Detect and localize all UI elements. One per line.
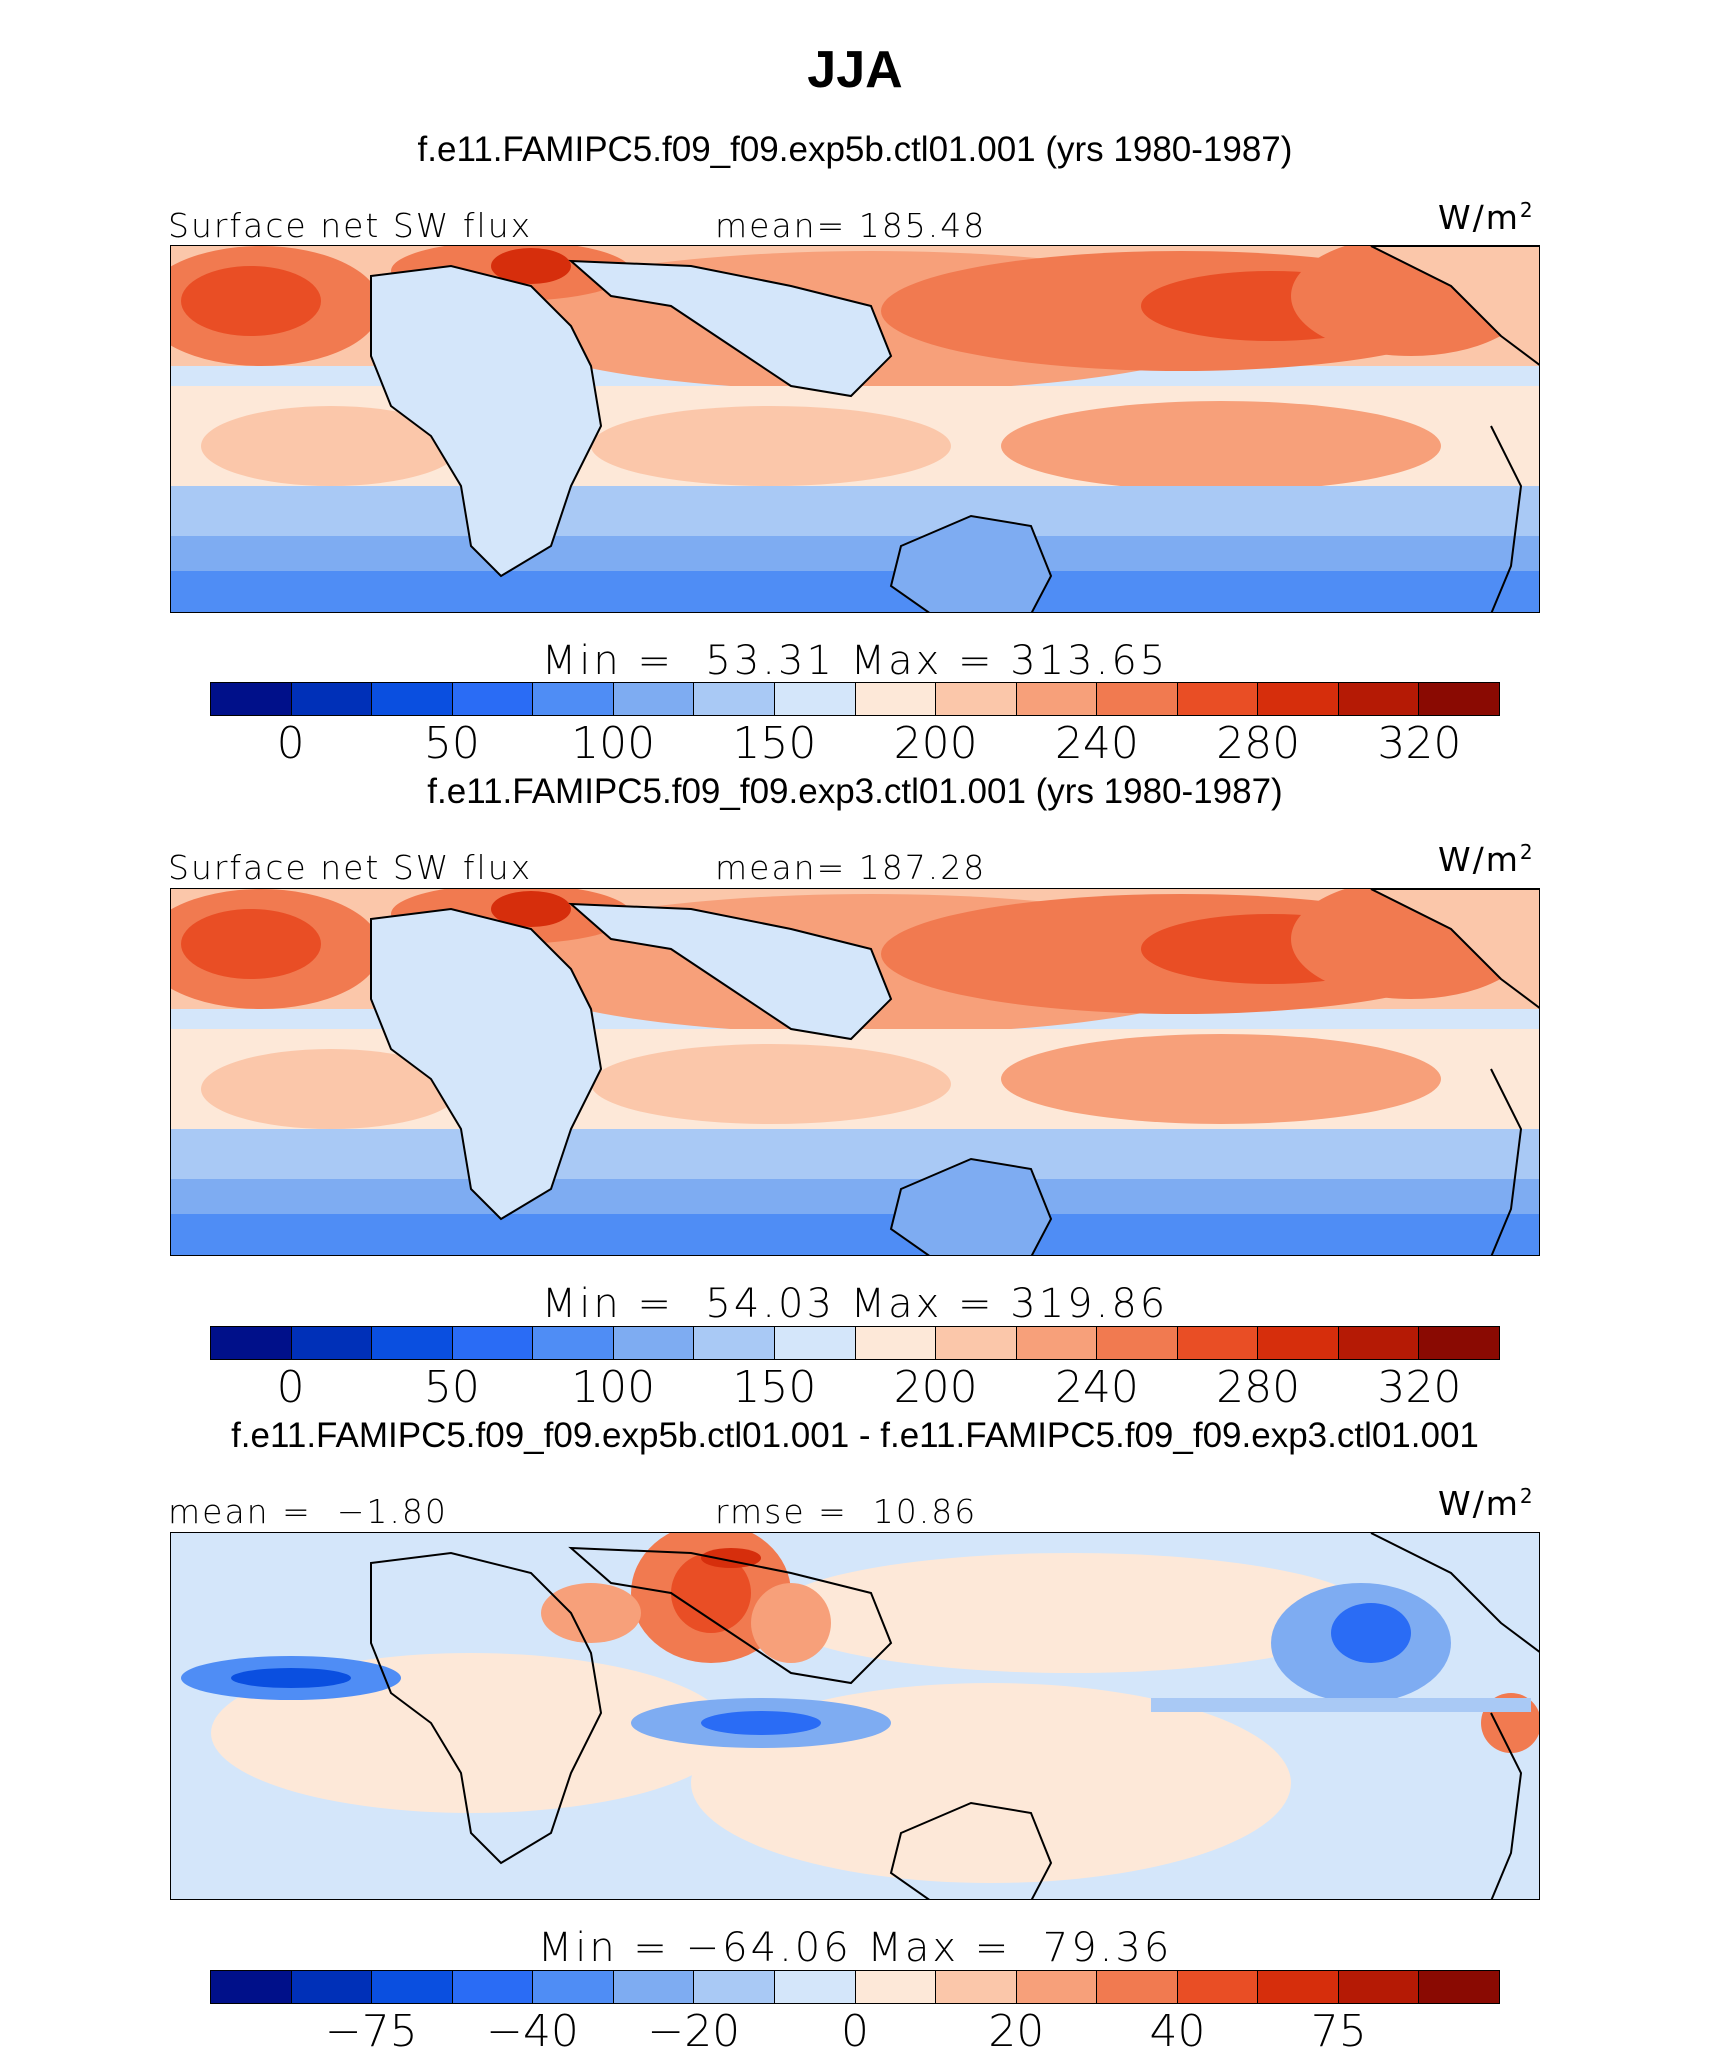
panel-1-map	[170, 245, 1540, 613]
colorbar-bin	[936, 1327, 1017, 1359]
colorbar-tick-label: 0	[276, 718, 305, 769]
panel-3-map	[170, 1532, 1540, 1900]
colorbar-bin	[1016, 683, 1098, 715]
colorbar-bin	[774, 1327, 856, 1359]
colorbar-tick-label: 20	[988, 2006, 1045, 2057]
colorbar-bin	[1258, 1327, 1339, 1359]
colorbar-bin	[936, 683, 1017, 715]
colorbar-bin	[694, 1327, 775, 1359]
panel-1-colorbar	[210, 682, 1500, 716]
colorbar-bin	[211, 1971, 292, 2003]
colorbar-bin	[694, 683, 775, 715]
colorbar-tick-label: 50	[423, 718, 480, 769]
colorbar-tick-label: 320	[1377, 718, 1462, 769]
colorbar-tick-label: 0	[276, 1362, 305, 1413]
panel-3-mean-label: mean = −1.80	[168, 1492, 448, 1531]
colorbar-bin	[1419, 1971, 1499, 2003]
colorbar-bin	[936, 1971, 1017, 2003]
colorbar-bin	[1016, 1971, 1098, 2003]
colorbar-bin	[1016, 1327, 1098, 1359]
colorbar-bin	[1419, 683, 1499, 715]
colorbar-bin	[372, 1327, 453, 1359]
colorbar-bin	[533, 1327, 614, 1359]
colorbar-bin	[211, 1327, 292, 1359]
colorbar-bin	[291, 1327, 373, 1359]
panel-3-colorbar	[210, 1970, 1500, 2004]
colorbar-bin	[613, 1327, 695, 1359]
colorbar-bin	[1338, 1327, 1420, 1359]
colorbar-tick-label: 240	[1054, 1362, 1139, 1413]
colorbar-bin	[1258, 683, 1339, 715]
colorbar-bin	[452, 683, 534, 715]
colorbar-bin	[1338, 683, 1420, 715]
colorbar-tick-label: 75	[1310, 2006, 1367, 2057]
colorbar-tick-label: 0	[841, 2006, 869, 2057]
colorbar-bin	[1419, 1327, 1499, 1359]
colorbar-bin	[855, 683, 937, 715]
colorbar-bin	[291, 1971, 373, 2003]
colorbar-bin	[533, 683, 614, 715]
figure-title: JJA	[807, 41, 903, 99]
panel-3-case-title: f.e11.FAMIPC5.f09_f09.exp5b.ctl01.001 - …	[231, 1416, 1479, 1455]
colorbar-tick-label: 200	[893, 718, 978, 769]
colorbar-tick-label: 150	[732, 718, 817, 769]
colorbar-bin	[372, 1971, 453, 2003]
colorbar-bin	[1097, 683, 1178, 715]
colorbar-bin	[774, 683, 856, 715]
panel-3-rmse-label: rmse = 10.86	[715, 1492, 978, 1531]
colorbar-bin	[1258, 1971, 1339, 2003]
colorbar-tick-label: 320	[1377, 1362, 1462, 1413]
panel-2-units: W/m2	[1438, 840, 1535, 879]
panel-1-map-svg	[171, 246, 1539, 612]
colorbar-tick-label: 280	[1216, 718, 1301, 769]
panel-3-minmax: Min = −64.06 Max = 79.36	[537, 1925, 1173, 1971]
panel-1-mean-label: mean= 185.48	[715, 206, 987, 245]
panel-2-map-svg	[171, 889, 1539, 1255]
panel-3-map-svg	[171, 1533, 1539, 1899]
panel-1-variable-label: Surface net SW flux	[168, 206, 533, 245]
colorbar-bin	[855, 1327, 937, 1359]
panel-2-case-title: f.e11.FAMIPC5.f09_f09.exp3.ctl01.001 (yr…	[427, 772, 1283, 811]
colorbar-bin	[452, 1971, 534, 2003]
panel-1-case-title: f.e11.FAMIPC5.f09_f09.exp5b.ctl01.001 (y…	[417, 130, 1293, 169]
colorbar-tick-label: 240	[1054, 718, 1139, 769]
colorbar-bin	[694, 1971, 775, 2003]
colorbar-tick-label: −75	[324, 2006, 418, 2057]
colorbar-bin	[855, 1971, 937, 2003]
colorbar-bin	[1177, 1327, 1259, 1359]
colorbar-bin	[774, 1971, 856, 2003]
colorbar-tick-label: −40	[486, 2006, 579, 2057]
colorbar-tick-label: 150	[732, 1362, 817, 1413]
colorbar-bin	[1097, 1971, 1178, 2003]
colorbar-tick-label: 100	[571, 718, 656, 769]
colorbar-tick-label: 40	[1149, 2006, 1206, 2057]
panel-2-colorbar	[210, 1326, 1500, 1360]
colorbar-bin	[291, 683, 373, 715]
panel-3-units: W/m2	[1438, 1484, 1535, 1523]
colorbar-tick-label: 100	[571, 1362, 656, 1413]
panel-2-minmax: Min = 54.03 Max = 319.86	[541, 1281, 1169, 1327]
colorbar-bin	[1177, 1971, 1259, 2003]
panel-2-mean-label: mean= 187.28	[715, 848, 987, 887]
panel-2-map	[170, 888, 1540, 1256]
colorbar-bin	[452, 1327, 534, 1359]
colorbar-bin	[1338, 1971, 1420, 2003]
colorbar-tick-label: 50	[423, 1362, 480, 1413]
colorbar-bin	[613, 1971, 695, 2003]
colorbar-bin	[613, 683, 695, 715]
colorbar-tick-label: 200	[893, 1362, 978, 1413]
colorbar-bin	[533, 1971, 614, 2003]
panel-2-variable-label: Surface net SW flux	[168, 848, 533, 887]
colorbar-bin	[1097, 1327, 1178, 1359]
panel-1-units: W/m2	[1438, 198, 1535, 237]
colorbar-tick-label: −20	[647, 2006, 741, 2057]
colorbar-bin	[211, 683, 292, 715]
colorbar-bin	[372, 683, 453, 715]
panel-1-minmax: Min = 53.31 Max = 313.65	[541, 638, 1169, 684]
colorbar-bin	[1177, 683, 1259, 715]
colorbar-tick-label: 280	[1216, 1362, 1301, 1413]
